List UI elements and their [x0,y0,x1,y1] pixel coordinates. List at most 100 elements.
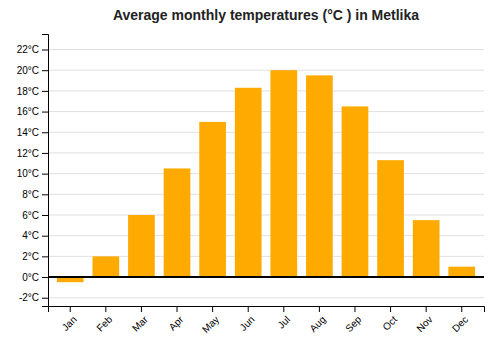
y-tick: 22°C [17,44,48,55]
y-tick: 10°C [17,168,48,179]
y-tick-mark [42,50,48,51]
y-tick: 14°C [17,127,48,138]
title: Average monthly temperatures (°C ) in Me… [113,7,419,23]
bar [270,70,297,277]
x-tick-label: Aug [308,314,328,334]
y-tick-mark [42,132,48,133]
grid-line [48,173,484,174]
bar [199,122,226,277]
y-tick-mark [42,112,48,113]
x-tick-label: May [200,314,221,335]
y-tick: 8°C [22,189,48,200]
bar [235,88,262,277]
x-tick-mark [212,306,213,312]
bar [448,267,475,277]
y-tick-label: 2°C [22,251,39,262]
grid-line [48,277,484,278]
x-tick-mark [319,306,320,312]
y-tick: -2°C [19,292,48,303]
y-tick: 18°C [17,86,48,97]
plot: 22°C 20°C 18°C 16°C 14°C 12°C 10°C 8°C 6°C 4°C 2°C… [17,35,485,335]
y-tick-mark [42,153,48,154]
y-tick-mark [42,298,48,299]
x-tick-label: Apr [167,313,186,332]
bar [92,256,119,277]
y-tick-label: 20°C [17,65,39,76]
x-tick: Oct [380,306,399,333]
y-axis: 22°C 20°C 18°C 16°C 14°C 12°C 10°C 8°C 6°C 4°C 2°C… [17,35,49,307]
y-tick-label: 18°C [17,86,39,97]
x-tick-label: Sep [343,313,364,334]
bar [306,75,333,277]
x-tick: Jun [238,306,257,333]
x-tick-mark [426,306,427,312]
x-tick: Apr [167,306,186,333]
bars [48,70,484,282]
y-axis-line [42,35,49,307]
x-tick-label: Jan [60,314,79,333]
y-tick-mark [42,174,48,175]
y-tick-label: 8°C [22,189,39,200]
y-tick-label: 14°C [17,127,39,138]
y-tick: 16°C [17,106,48,117]
y-tick-label: 12°C [17,148,39,159]
x-tick-mark [390,306,391,312]
y-tick-label: -2°C [19,292,39,303]
grid-line [48,70,484,71]
y-tick-mark [42,256,48,257]
y-tick-mark [42,91,48,92]
x-tick-label: Nov [414,314,434,334]
baseline [48,276,484,278]
x-tick-mark [141,306,142,312]
x-tick: May [200,306,221,335]
y-tick-mark [42,70,48,71]
y-tick: 2°C [22,251,48,262]
chart: 22°C 20°C 18°C 16°C 14°C 12°C 10°C 8°C 6°C 4°C 2°C… [0,0,500,350]
x-tick: Sep [343,306,364,334]
x-tick-mark [354,306,355,312]
bar [377,160,404,277]
x-tick-mark [105,306,106,312]
y-tick-mark [42,215,48,216]
x-tick-label: Feb [94,313,114,333]
grid-line [48,194,484,195]
grid [48,50,484,298]
y-tick: 0°C [22,272,48,283]
x-tick-label: Jun [238,314,257,333]
y-tick-mark [42,194,48,195]
x-tick-mark [70,306,71,312]
x-tick-label: Dec [450,314,470,334]
y-tick-label: 22°C [17,44,39,55]
grid-line [48,49,484,50]
y-tick: 12°C [17,148,48,159]
bar [413,220,440,277]
x-tick-mark [283,306,284,312]
y-tick: 4°C [22,230,48,241]
y-tick-label: 16°C [17,106,39,117]
y-tick: 20°C [17,65,48,76]
y-tick-mark [42,236,48,237]
x-axis-line [49,307,485,313]
x-tick-mark [461,306,462,312]
bar [164,168,191,277]
grid-line [48,152,484,153]
x-tick-label: Oct [380,314,399,333]
x-tick: Aug [308,306,328,334]
x-tick-label: Jul [275,314,292,331]
x-tick: Jan [60,306,79,333]
x-tick: Feb [94,306,114,334]
y-tick: 6°C [22,210,48,221]
y-tick-label: 0°C [22,272,39,283]
x-tick-mark [248,306,249,312]
y-tick-label: 10°C [17,168,39,179]
x-tick: Mar [130,306,150,334]
grid-line [48,297,484,298]
x-tick: Dec [450,306,470,334]
bar [128,215,155,277]
grid-line [48,214,484,215]
x-axis: Jan Feb Mar Apr May Jun Jul Aug Sep Oct Nov Dec [49,306,485,335]
grid-line [48,90,484,91]
x-tick: Jul [275,306,292,331]
x-tick-mark [177,306,178,312]
grid-line [48,132,484,133]
